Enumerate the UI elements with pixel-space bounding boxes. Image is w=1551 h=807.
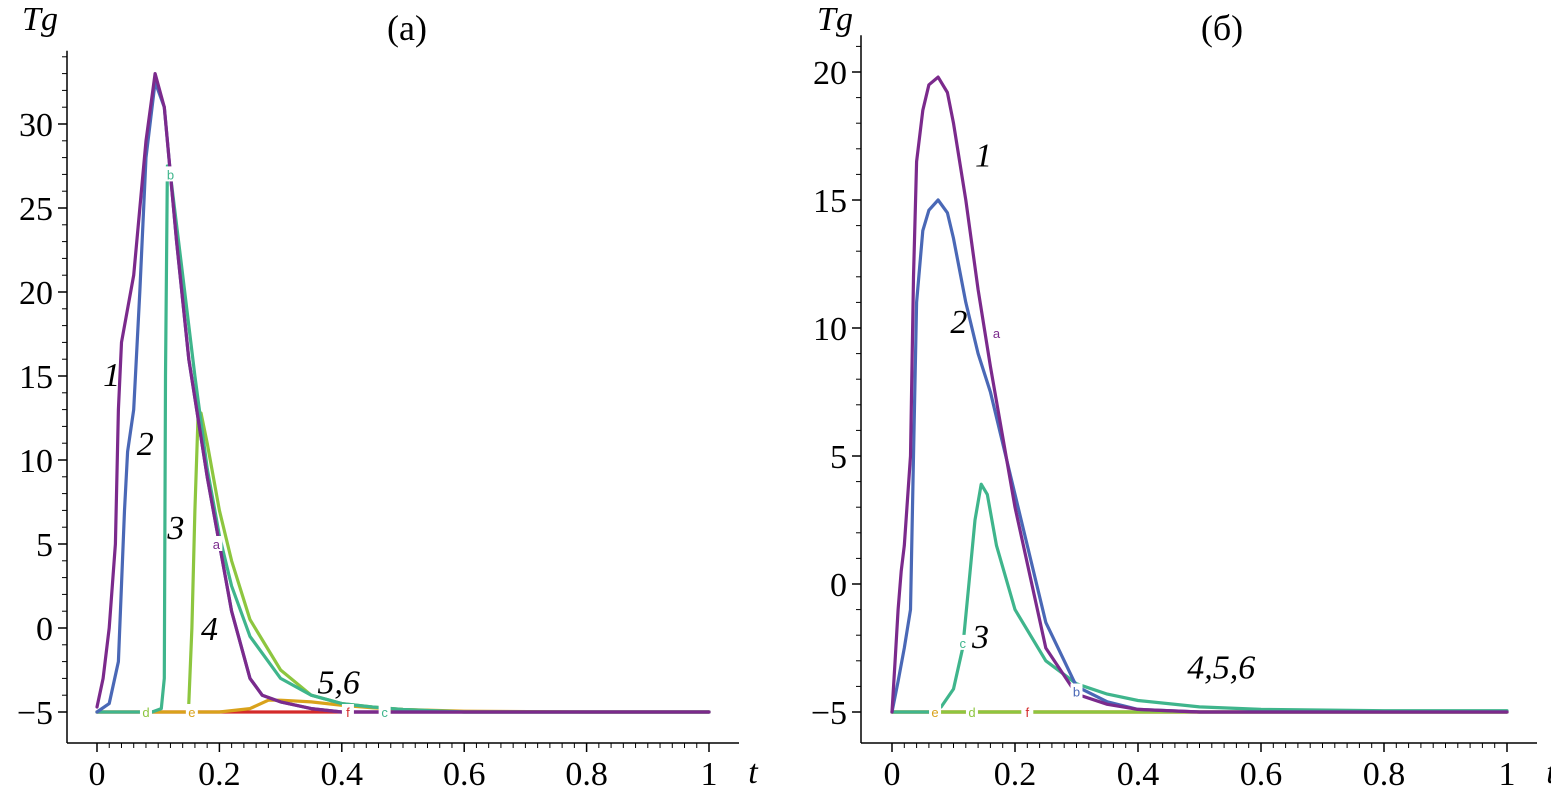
marker-background — [210, 536, 223, 551]
x-tick-label: 0.8 — [1363, 756, 1406, 793]
x-tick-label: 0.2 — [198, 756, 241, 793]
marker-background — [164, 166, 177, 182]
x-tick-label: 1 — [701, 756, 718, 793]
x-axis-title: t — [1546, 754, 1551, 791]
series-line-4 — [187, 411, 711, 714]
x-tick-label: 0.2 — [994, 756, 1037, 793]
y-tick-label: 30 — [19, 107, 53, 144]
series-line-3 — [890, 482, 1509, 714]
marker-background — [185, 704, 198, 719]
series-line-1 — [890, 75, 1509, 714]
y-tick-label: 10 — [813, 311, 847, 348]
curve-marker: b — [167, 167, 174, 182]
marker-background — [139, 704, 152, 719]
curve-marker: d — [968, 705, 975, 720]
chart-panel-b: 0 0.2 0.4 0.6 0.8 1 −5 0 5 10 15 20 t Tg (б) a b c d e f 1 2 3 4… — [811, 1, 1551, 793]
x-axis-title: t — [748, 754, 759, 791]
curve-label: 3 — [166, 510, 184, 547]
y-tick-label: 25 — [19, 191, 53, 228]
curve-marker: e — [188, 705, 195, 720]
x-tick-label: 0.6 — [443, 756, 486, 793]
x-tick-label: 0 — [884, 756, 901, 793]
marker-background — [341, 704, 354, 719]
x-tick-label: 0.6 — [1240, 756, 1283, 793]
marker-background — [1021, 704, 1034, 719]
x-tick-label: 0.4 — [321, 756, 364, 793]
y-tick-label: 10 — [19, 443, 53, 480]
y-tick-label: 5 — [36, 527, 53, 564]
curve-label: 1 — [103, 357, 120, 394]
y-tick-label: 20 — [19, 275, 53, 312]
series-line-1 — [95, 72, 711, 714]
curve-label: 1 — [975, 138, 992, 175]
x-tick-label: 0.8 — [565, 756, 608, 793]
panel-title: (б) — [1201, 8, 1243, 48]
curve-marker: c — [959, 636, 966, 651]
y-tick-label: −5 — [17, 695, 53, 732]
curve-marker: e — [931, 705, 938, 720]
curve-marker: a — [993, 326, 1001, 341]
y-tick-label: −5 — [811, 695, 847, 732]
curve-label: 2 — [950, 304, 967, 341]
y-tick-label: 0 — [830, 567, 847, 604]
curve-marker: a — [213, 537, 221, 552]
curve-label: 5,6 — [317, 665, 360, 702]
y-axis-title: Tg — [817, 1, 853, 38]
marker-background — [956, 634, 969, 650]
curve-marker: f — [1025, 705, 1029, 720]
series-line-3 — [95, 164, 711, 714]
y-tick-label: 15 — [19, 359, 53, 396]
marker-background — [929, 704, 942, 719]
x-tick-label: 1 — [1499, 756, 1516, 793]
y-tick-label: 5 — [830, 439, 847, 476]
panel-title: (а) — [387, 8, 427, 48]
curve-label: 3 — [971, 619, 989, 656]
marker-background — [965, 704, 978, 719]
curve-marker: f — [346, 705, 350, 720]
y-tick-label: 20 — [813, 55, 847, 92]
x-tick-label: 0 — [89, 756, 106, 793]
marker-background — [990, 325, 1003, 341]
curve-marker: b — [1073, 685, 1080, 700]
marker-background — [1070, 683, 1083, 699]
curve-marker: d — [142, 705, 149, 720]
series-line-2 — [95, 80, 711, 714]
chart-panel-a: 0 0.2 0.4 0.6 0.8 1 −5 0 5 10 15 20 25 30 t Tg (а) a b c d e f… — [17, 1, 759, 793]
y-tick-label: 15 — [813, 183, 847, 220]
y-axis-title: Tg — [22, 1, 58, 38]
x-tick-label: 0.4 — [1117, 756, 1160, 793]
marker-background — [378, 704, 391, 719]
curve-label: 4 — [201, 611, 218, 648]
y-tick-label: 0 — [36, 611, 53, 648]
curve-marker: c — [381, 705, 388, 720]
curve-label: 4,5,6 — [1187, 650, 1255, 687]
curve-label: 2 — [137, 426, 154, 463]
